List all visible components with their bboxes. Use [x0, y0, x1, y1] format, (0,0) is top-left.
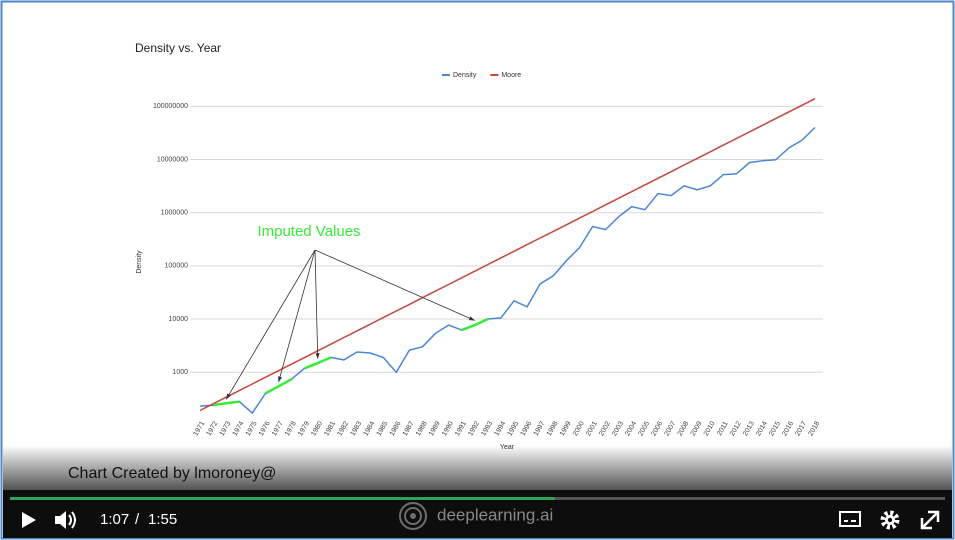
- y-tick-label: 10000: [169, 316, 189, 323]
- arrow-head: [278, 376, 282, 383]
- play-button[interactable]: [22, 512, 36, 528]
- imputed-segment: [461, 317, 489, 332]
- annotation-arrow: [314, 249, 475, 321]
- arrow-head: [468, 316, 475, 321]
- y-tick-label: 10000000: [157, 156, 188, 163]
- current-time: 1:07: [100, 511, 129, 528]
- legend-label: Moore: [501, 72, 521, 79]
- annotation: Imputed Values: [257, 223, 360, 240]
- y-tick-label: 100000: [165, 263, 188, 270]
- y-tick-label: 100000000: [153, 103, 188, 110]
- chart-title: Density vs. Year: [135, 41, 221, 55]
- annotation-arrow: [225, 249, 316, 400]
- series-line: [199, 126, 816, 415]
- arrow-head: [226, 393, 231, 400]
- arrow-head: [315, 353, 320, 359]
- progress-fill: [10, 497, 555, 500]
- imputed-segment: [212, 400, 240, 407]
- captions-button[interactable]: [839, 511, 861, 527]
- overlay-shade: [3, 445, 952, 495]
- brand-logo: [399, 502, 427, 530]
- y-axis-label: Density: [136, 250, 143, 274]
- y-tick-label: 1000: [172, 369, 188, 376]
- y-tick-label: 1000000: [161, 210, 188, 217]
- duration: 1:55: [148, 511, 177, 528]
- time-separator: /: [135, 511, 140, 528]
- settings-button[interactable]: [880, 510, 900, 530]
- brand: deeplearning.ai: [437, 505, 553, 524]
- imputed-segment: [264, 378, 293, 395]
- caption: Chart Created by lmoroney@: [68, 465, 276, 482]
- volume-button[interactable]: [55, 511, 76, 529]
- fullscreen-button[interactable]: [920, 510, 940, 530]
- imputed-segment: [304, 356, 332, 370]
- series-line: [199, 98, 816, 412]
- legend-label: Density: [453, 72, 477, 79]
- annotation-arrow: [278, 249, 316, 383]
- annotation-arrow: [314, 249, 319, 359]
